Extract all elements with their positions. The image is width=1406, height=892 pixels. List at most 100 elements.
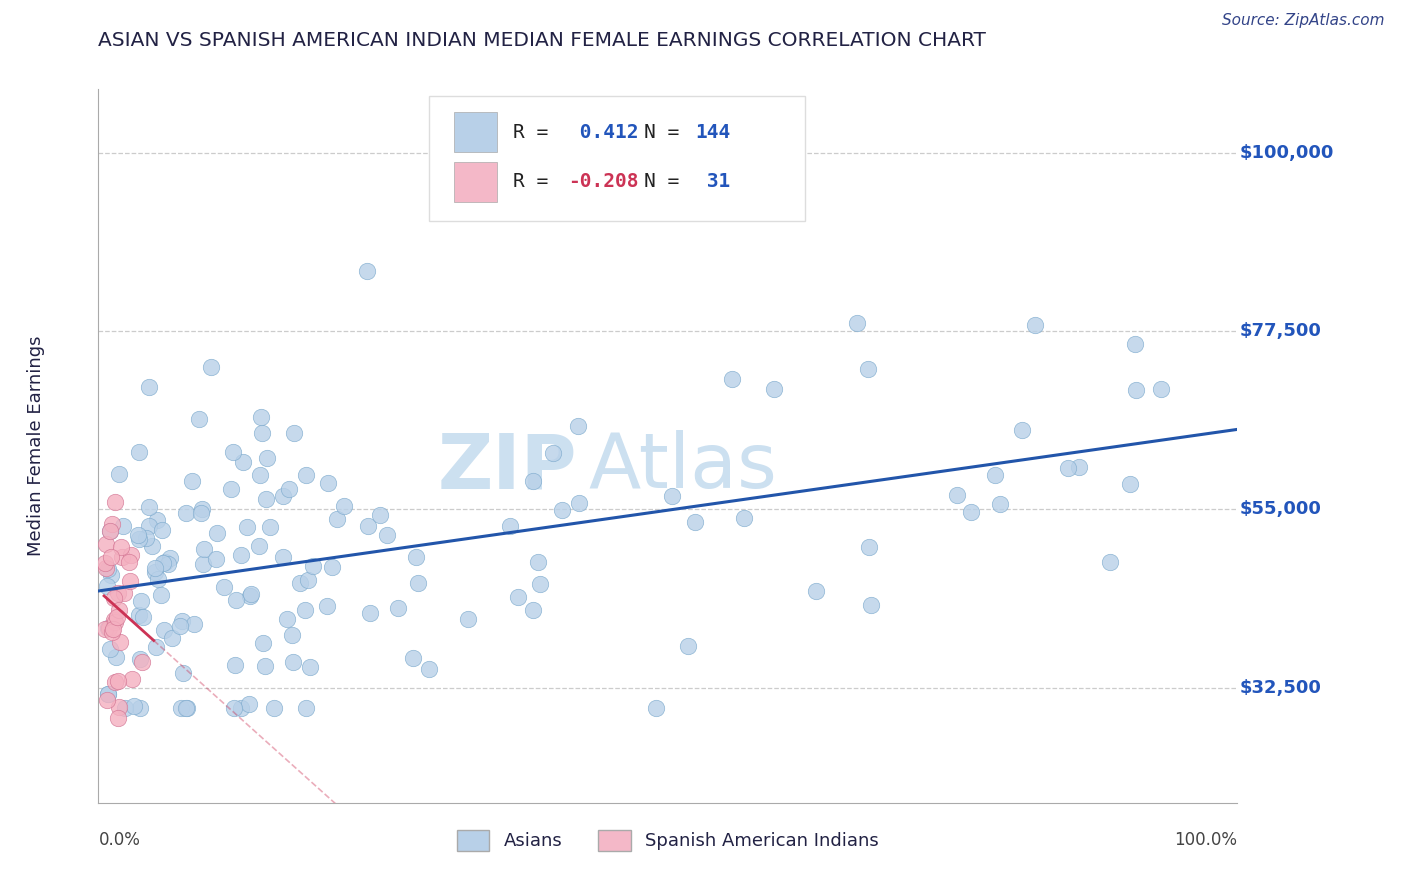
Point [97, 687, 120, 701]
Point [254, 492, 277, 507]
Point [108, 467, 131, 481]
Point [236, 520, 259, 534]
Point [104, 615, 127, 629]
Text: N =: N = [644, 172, 690, 192]
Text: R =: R = [513, 172, 560, 192]
Point [97, 622, 120, 636]
Point [522, 475, 544, 489]
Point [357, 519, 380, 533]
Point [94, 556, 117, 570]
Point [1123, 337, 1146, 351]
Point [271, 549, 294, 564]
Point [281, 628, 304, 642]
Point [253, 659, 276, 673]
Point [155, 555, 177, 569]
Point [229, 549, 252, 563]
Point [860, 599, 883, 613]
Point [263, 700, 285, 714]
Point [858, 540, 880, 554]
Point [169, 619, 191, 633]
Point [146, 572, 169, 586]
Point [205, 526, 228, 541]
Point [97, 562, 120, 576]
Point [315, 599, 337, 613]
Text: 31: 31 [695, 172, 731, 192]
Text: Median Female Earnings: Median Female Earnings [27, 335, 45, 557]
Point [128, 533, 150, 547]
Point [103, 591, 125, 605]
Point [120, 548, 142, 562]
Point [129, 651, 152, 665]
Point [172, 665, 194, 680]
Point [132, 609, 155, 624]
Point [1119, 477, 1142, 491]
Point [212, 580, 235, 594]
Point [527, 555, 550, 569]
Point [508, 590, 530, 604]
Point [204, 551, 226, 566]
Point [321, 559, 343, 574]
Point [804, 584, 827, 599]
Point [127, 527, 149, 541]
Point [145, 640, 167, 654]
Point [529, 576, 551, 591]
Text: 100.0%: 100.0% [1174, 831, 1237, 849]
Point [402, 651, 425, 665]
Point [114, 700, 136, 714]
Point [252, 426, 274, 441]
Point [733, 510, 755, 524]
Point [224, 700, 246, 714]
Point [104, 494, 127, 508]
Text: Atlas: Atlas [588, 431, 778, 504]
Point [193, 541, 215, 556]
Point [283, 655, 305, 669]
Point [96, 693, 118, 707]
Text: 0.412: 0.412 [568, 122, 638, 142]
Point [108, 700, 131, 714]
Text: $100,000: $100,000 [1240, 144, 1334, 161]
Point [316, 476, 339, 491]
Point [550, 503, 572, 517]
Point [112, 586, 135, 600]
Text: $55,000: $55,000 [1240, 500, 1322, 518]
Point [256, 450, 278, 465]
Point [96, 579, 118, 593]
Point [222, 445, 245, 459]
Point [146, 513, 169, 527]
Point [111, 550, 134, 565]
Point [405, 550, 427, 565]
Point [150, 524, 173, 538]
Text: $32,500: $32,500 [1240, 679, 1322, 697]
Point [128, 445, 150, 459]
Point [138, 500, 160, 514]
Point [295, 700, 318, 714]
Point [100, 568, 122, 582]
Point [172, 615, 194, 629]
Point [104, 674, 127, 689]
Point [97, 621, 120, 635]
Point [1067, 459, 1090, 474]
FancyBboxPatch shape [454, 162, 498, 202]
Point [138, 519, 160, 533]
Point [229, 700, 252, 714]
Point [156, 558, 179, 572]
Point [250, 410, 273, 425]
Point [238, 697, 260, 711]
Point [541, 446, 564, 460]
Point [990, 497, 1012, 511]
Point [124, 698, 146, 713]
Legend: Asians, Spanish American Indians: Asians, Spanish American Indians [450, 822, 886, 858]
Point [1011, 423, 1033, 437]
Point [249, 467, 271, 482]
Point [1024, 318, 1046, 332]
Point [326, 512, 349, 526]
Point [180, 475, 202, 489]
Point [457, 612, 479, 626]
Point [118, 574, 141, 588]
Point [683, 516, 706, 530]
Point [159, 551, 181, 566]
Point [406, 575, 429, 590]
Point [100, 516, 122, 531]
Point [232, 454, 254, 468]
Point [107, 674, 129, 689]
